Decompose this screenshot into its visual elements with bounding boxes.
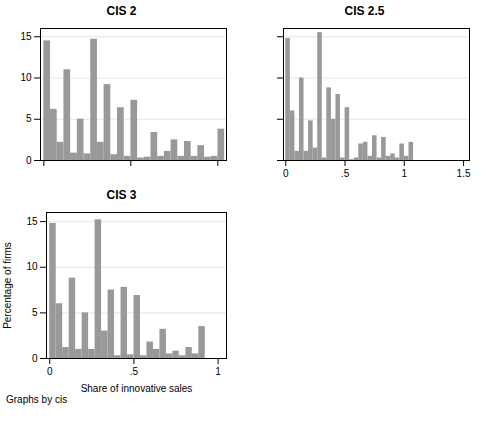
svg-text:1: 1 [215, 366, 221, 377]
svg-text:.5: .5 [341, 168, 350, 179]
svg-text:5: 5 [32, 307, 38, 318]
svg-text:0: 0 [47, 366, 53, 377]
svg-text:0: 0 [32, 353, 38, 364]
html-text:Graphs by cis: Graphs by cis [6, 394, 68, 405]
svg-text:0: 0 [283, 168, 289, 179]
svg-text:.5: .5 [130, 366, 139, 377]
svg-text:1.5: 1.5 [457, 168, 471, 179]
svg-text:15: 15 [20, 31, 32, 42]
svg-text:Share of innovative sales: Share of innovative sales [81, 383, 193, 394]
svg-text:1: 1 [402, 168, 408, 179]
html-text:CIS 2.5: CIS 2.5 [344, 4, 385, 18]
svg-text:10: 10 [26, 261, 38, 272]
svg-text:0: 0 [26, 155, 32, 166]
svg-text:10: 10 [20, 72, 32, 83]
svg-text:Percentage of firms: Percentage of firms [2, 242, 13, 329]
html-text:CIS 3: CIS 3 [106, 188, 137, 202]
html-text:CIS 2: CIS 2 [106, 4, 137, 18]
svg-text:5: 5 [26, 113, 32, 124]
svg-text:15: 15 [26, 216, 38, 227]
